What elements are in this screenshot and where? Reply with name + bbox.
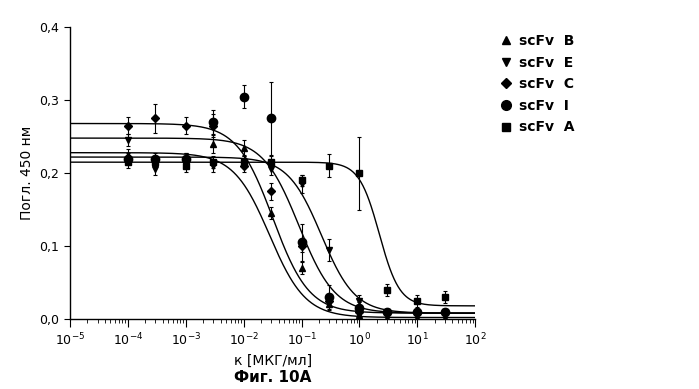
X-axis label: к [МКГ/мл]: к [МКГ/мл] xyxy=(233,354,312,368)
Y-axis label: Погл. 450 нм: Погл. 450 нм xyxy=(20,126,34,220)
Text: Фиг. 10А: Фиг. 10А xyxy=(234,370,311,385)
Legend: scFv  B, scFv  E, scFv  C, scFv  I, scFv  A: scFv B, scFv E, scFv C, scFv I, scFv A xyxy=(494,28,580,140)
